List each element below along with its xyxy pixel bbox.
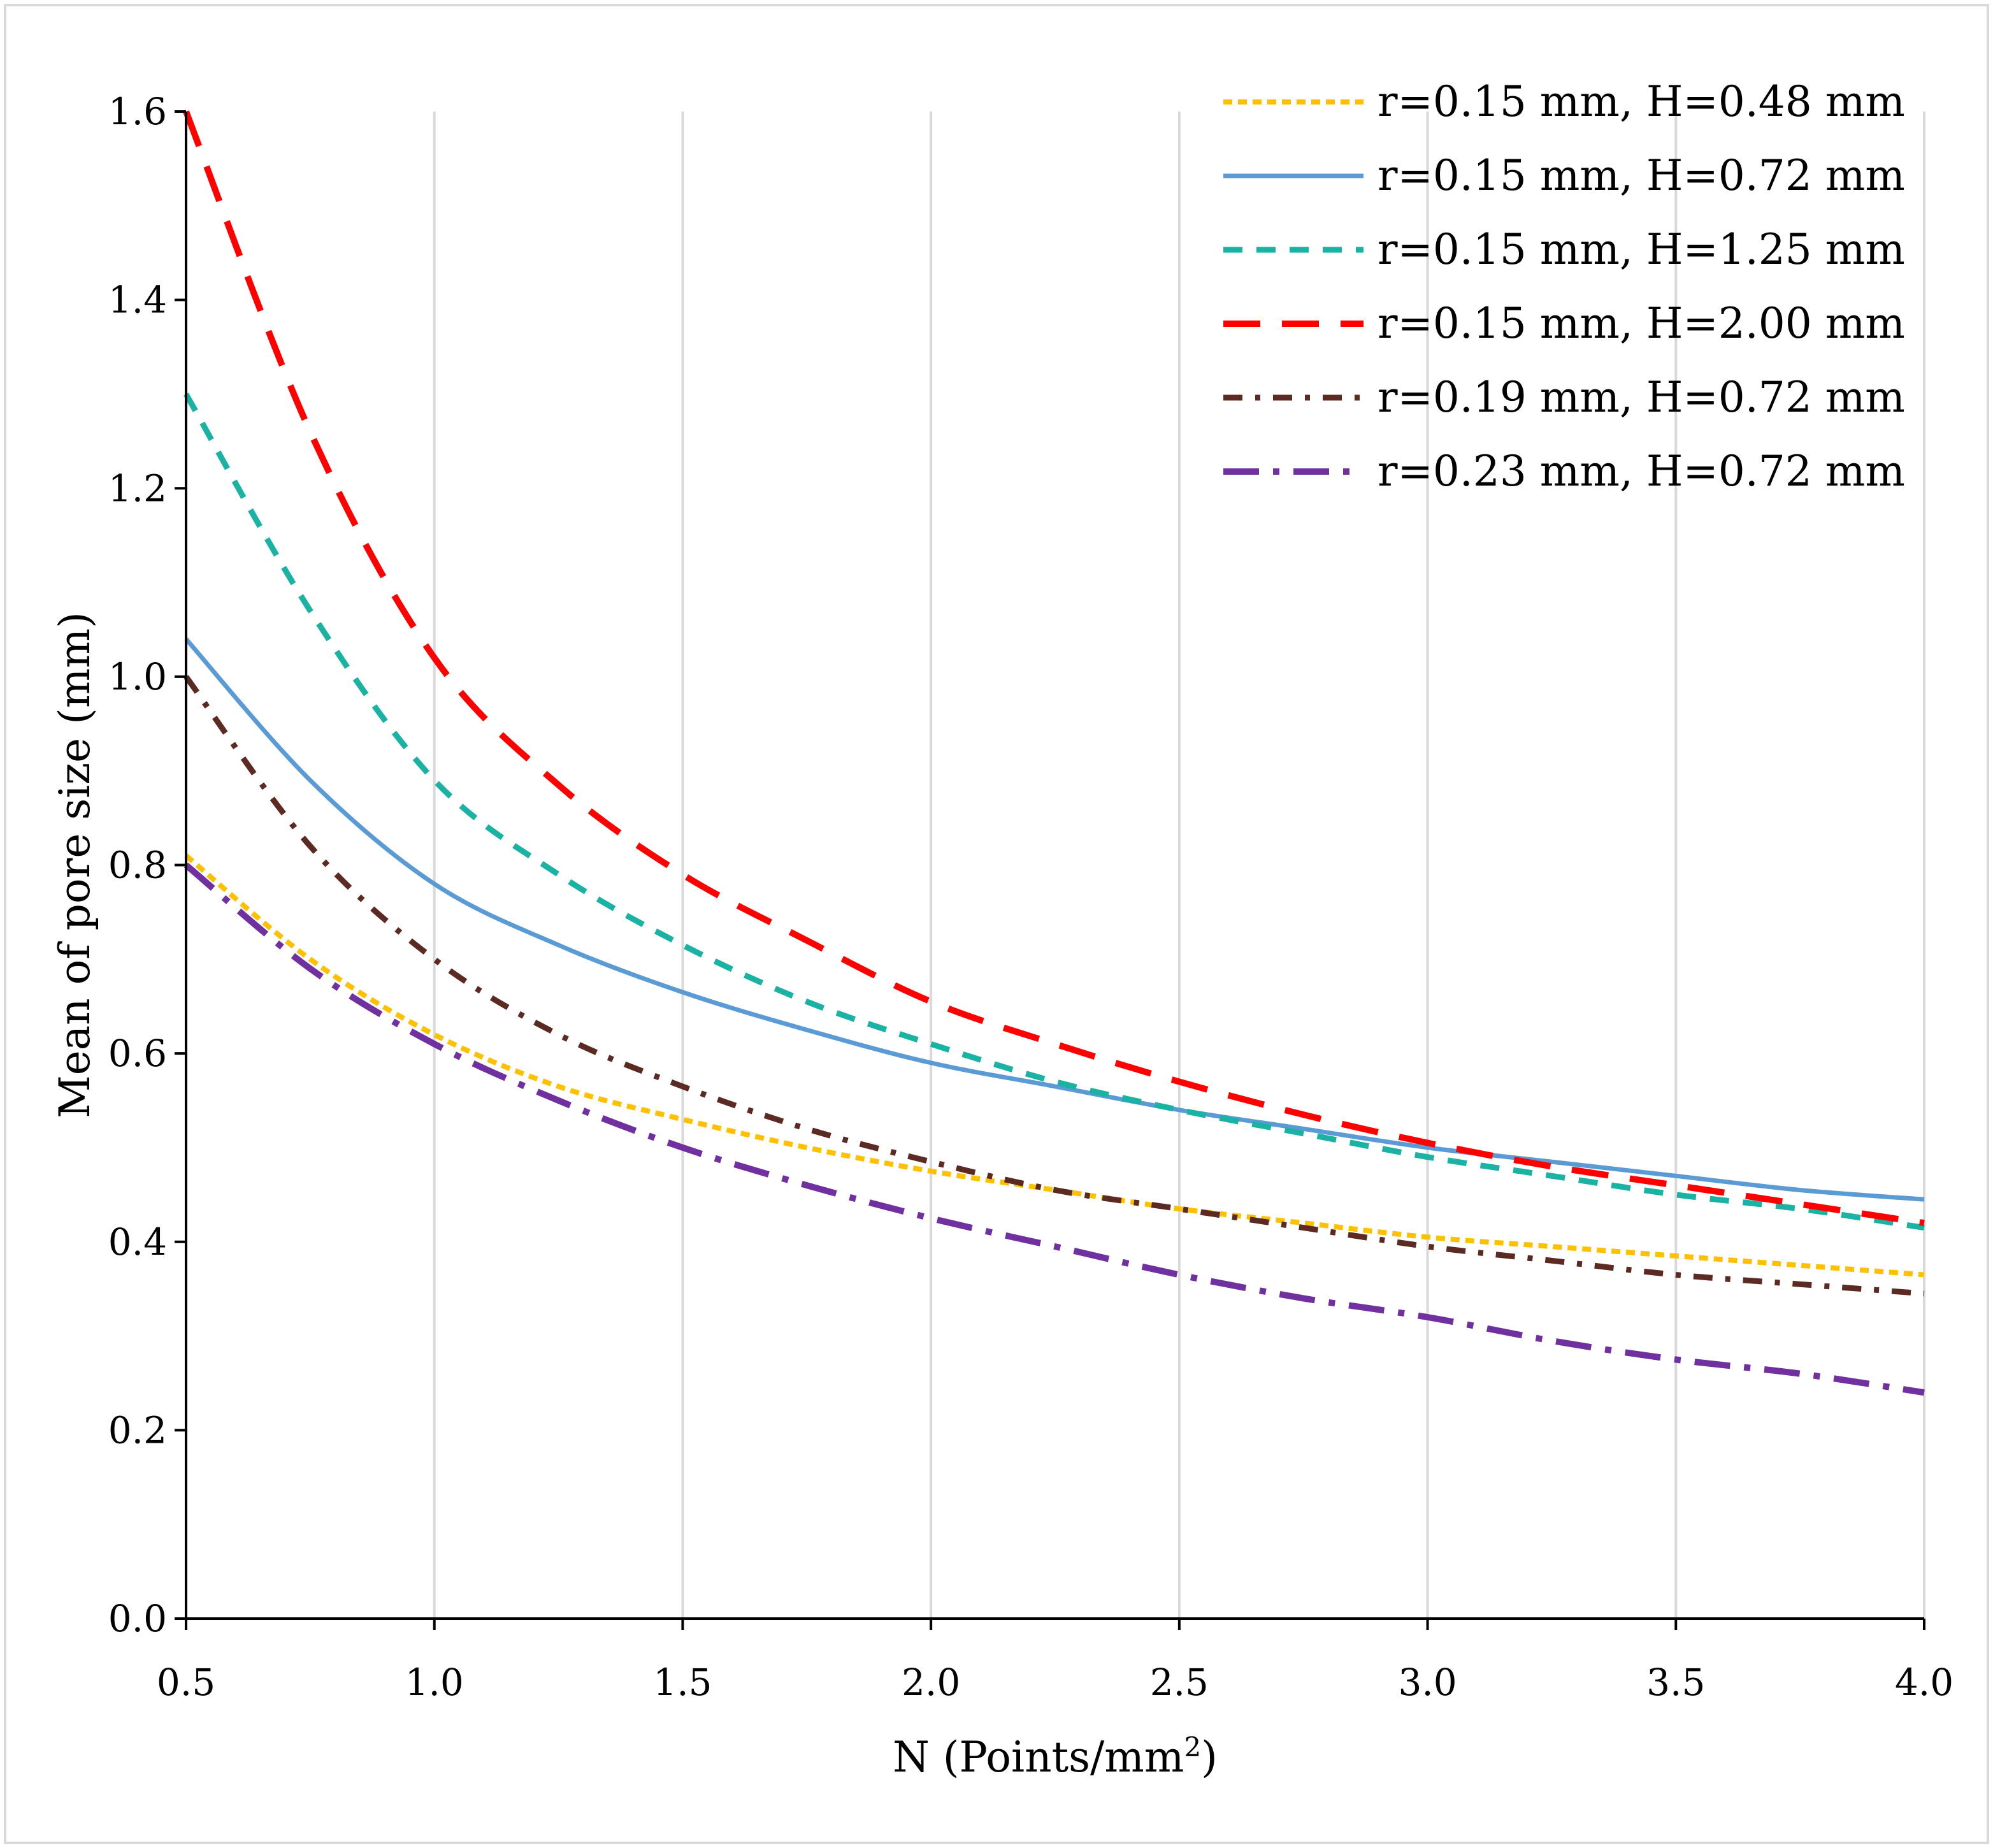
x-axis-title-superscript: 2 xyxy=(1184,1731,1201,1763)
x-axis-title-suffix: ) xyxy=(1201,1733,1218,1782)
y-tick-label: 1.2 xyxy=(108,466,167,510)
y-tick-label: 1.4 xyxy=(108,278,167,322)
legend-label-3: r=0.15 mm, H=1.25 mm xyxy=(1378,225,1905,274)
x-axis-title-main: N (Points/mm xyxy=(893,1733,1184,1782)
series-line-4 xyxy=(183,110,1925,1227)
x-axis-title: N (Points/mm2) xyxy=(893,1731,1218,1782)
y-tick-label: 0.6 xyxy=(108,1032,167,1075)
y-tick-label: 1.0 xyxy=(108,655,167,698)
legend-label-5: r=0.19 mm, H=0.72 mm xyxy=(1378,373,1905,422)
legend-label-2: r=0.15 mm, H=0.72 mm xyxy=(1378,151,1905,200)
series-line-6 xyxy=(183,862,1925,1396)
legend-label-1: r=0.15 mm, H=0.48 mm xyxy=(1378,77,1905,126)
x-tick-label: 4.0 xyxy=(1895,1661,1953,1704)
x-tick-label: 1.5 xyxy=(653,1661,712,1704)
gridlines xyxy=(433,112,1925,1619)
series-lines xyxy=(183,110,1925,1396)
x-tick-label: 2.0 xyxy=(902,1661,960,1704)
legend: r=0.15 mm, H=0.48 mm r=0.15 mm, H=0.72 mm… xyxy=(1223,77,1905,496)
chart-border xyxy=(4,4,1989,1844)
y-tick-label: 0.8 xyxy=(108,844,167,887)
tick-labels: 0.0 0.2 0.4 0.6 0.8 1.0 1.2 1.4 1.6 0.5 1.0 1.5 2.0 2… xyxy=(108,90,1953,1704)
y-tick-label: 1.6 xyxy=(108,90,167,133)
axes xyxy=(175,110,1925,1630)
y-tick-label: 0.4 xyxy=(108,1220,167,1264)
legend-label-4: r=0.15 mm, H=2.00 mm xyxy=(1378,299,1905,348)
x-tick-label: 3.5 xyxy=(1646,1661,1705,1704)
y-tick-label: 0.0 xyxy=(108,1597,167,1640)
x-tick-label: 0.5 xyxy=(157,1661,215,1704)
series-line-1 xyxy=(184,853,1925,1278)
x-tick-label: 1.0 xyxy=(405,1661,464,1704)
series-line-2 xyxy=(184,637,1925,1202)
series-line-3 xyxy=(183,393,1925,1231)
y-axis-title: Mean of pore size (mm) xyxy=(50,612,99,1118)
x-tick-label: 3.0 xyxy=(1398,1661,1457,1704)
y-tick-label: 0.2 xyxy=(108,1408,167,1452)
x-tick-label: 2.5 xyxy=(1150,1661,1209,1704)
legend-label-6: r=0.23 mm, H=0.72 mm xyxy=(1378,447,1905,496)
